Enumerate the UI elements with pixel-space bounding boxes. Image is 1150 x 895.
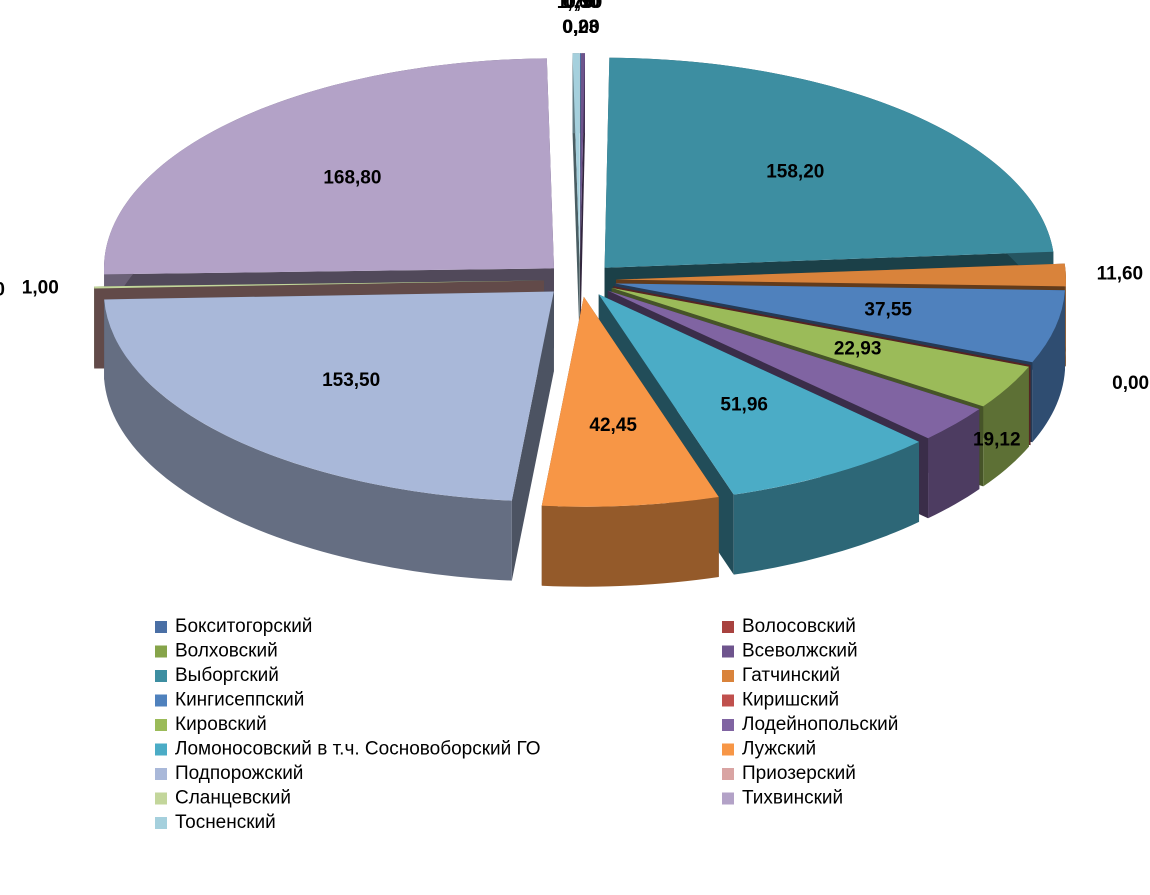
legend-swatch <box>722 694 734 707</box>
value-label: 11,60 <box>1097 263 1144 284</box>
value-label: 22,93 <box>834 338 882 359</box>
legend-label: Выборгский <box>175 665 279 686</box>
legend-swatch <box>722 768 734 780</box>
value-label: 158,20 <box>766 162 824 183</box>
legend-label: Всеволжский <box>742 641 858 662</box>
slice-side <box>104 299 512 581</box>
slice-side <box>983 366 1029 487</box>
slice <box>615 283 1065 363</box>
slice <box>104 291 554 501</box>
value-label: 19,12 <box>973 429 1021 450</box>
legend-swatch <box>155 719 167 731</box>
value-label: 37,55 <box>864 299 912 320</box>
slice <box>103 58 554 275</box>
slice <box>572 53 580 264</box>
legend-label: Волосовский <box>742 616 856 637</box>
value-label: 1,70 <box>557 0 594 13</box>
value-label: 51,96 <box>720 394 768 415</box>
legend-swatch <box>722 670 734 682</box>
slice <box>580 53 585 264</box>
legend-swatch <box>722 792 734 805</box>
slice-side <box>1032 290 1065 443</box>
legend-label: Кировский <box>175 714 267 735</box>
value-label: 1,00 <box>22 277 59 298</box>
legend-swatch <box>155 645 167 658</box>
legend-label: Бокситогорский <box>175 616 312 637</box>
value-label: 0,00 <box>1112 373 1149 394</box>
value-label: 0,00 <box>563 0 600 13</box>
legend-label: Гатчинский <box>742 665 840 686</box>
slice-side <box>541 497 719 587</box>
slice-side <box>733 441 920 575</box>
slice <box>607 290 980 439</box>
legend-label: Тосненский <box>175 812 276 833</box>
value-labels: 0,230,000,000,90158,2011,6037,550,0022,9… <box>0 0 1149 450</box>
legend: Бокситогорский Волосовский Волховский Всево… <box>155 616 898 833</box>
slice <box>598 294 920 495</box>
legend-swatch <box>722 645 734 658</box>
legend-label: Лодейнопольский <box>742 714 898 735</box>
legend-label: Подпорожский <box>175 763 303 784</box>
slice <box>615 263 1066 287</box>
legend-swatch <box>722 621 734 633</box>
legend-label: Ломоносовский в т.ч. Сосновоборский ГО <box>175 739 541 760</box>
legend-swatch <box>722 719 734 731</box>
legend-swatch <box>155 792 167 805</box>
legend-label: Приозерский <box>742 763 856 784</box>
legend-swatch <box>722 743 734 756</box>
legend-label: Сланцевский <box>175 788 291 809</box>
value-label: 0,00 <box>563 17 600 38</box>
legend-label: Волховский <box>175 641 278 662</box>
slice <box>611 287 1029 407</box>
value-label: 0,23 <box>562 17 599 38</box>
slice <box>94 280 545 289</box>
legend-swatch <box>155 817 167 829</box>
legend-swatch <box>155 694 167 707</box>
legend-swatch <box>155 768 167 780</box>
legend-label: Киришский <box>742 690 839 711</box>
slice-side <box>1064 263 1066 367</box>
value-label: 168,80 <box>323 167 381 188</box>
slice-tops <box>94 53 1066 507</box>
slice <box>604 57 1054 268</box>
legend-label: Тихвинский <box>742 788 843 809</box>
value-label: 0,90 <box>565 0 602 13</box>
slice <box>580 53 582 264</box>
legend-label: Кингисеппский <box>175 690 304 711</box>
legend-swatch <box>155 621 167 633</box>
slice-side <box>928 409 980 519</box>
slice <box>580 53 582 264</box>
legend-label: Лужский <box>742 739 816 760</box>
value-label: 42,45 <box>589 415 637 436</box>
legend-swatch <box>155 743 167 756</box>
value-label: 153,50 <box>322 370 380 391</box>
legend-swatch <box>155 670 167 682</box>
slice <box>541 296 719 507</box>
value-label: 0,00 <box>0 279 5 300</box>
